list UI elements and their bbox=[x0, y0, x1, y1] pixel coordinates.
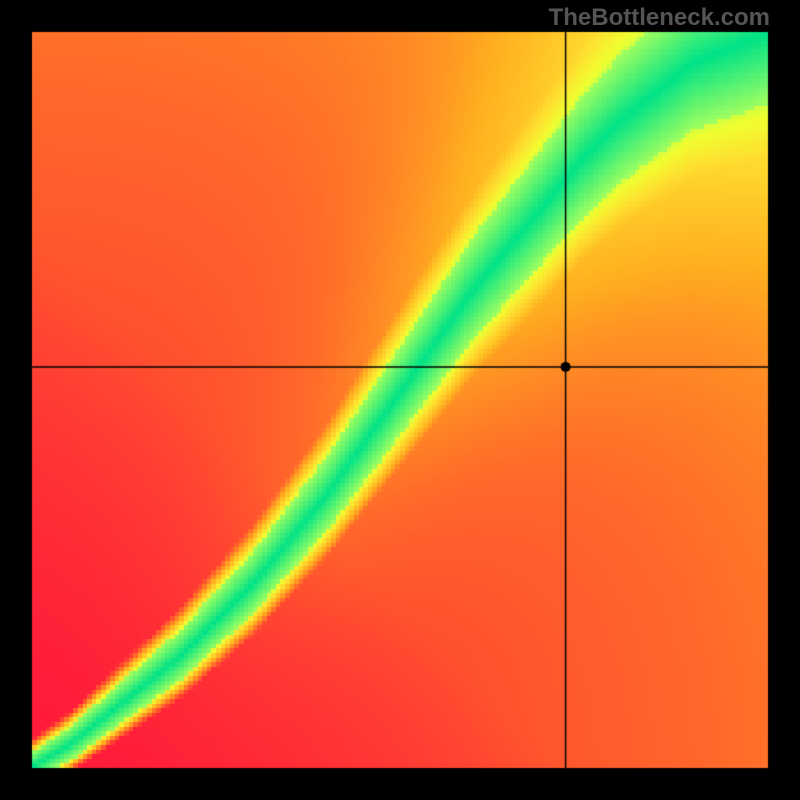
crosshair-overlay bbox=[0, 0, 800, 800]
chart-container: TheBottleneck.com bbox=[0, 0, 800, 800]
watermark-text: TheBottleneck.com bbox=[549, 4, 770, 32]
